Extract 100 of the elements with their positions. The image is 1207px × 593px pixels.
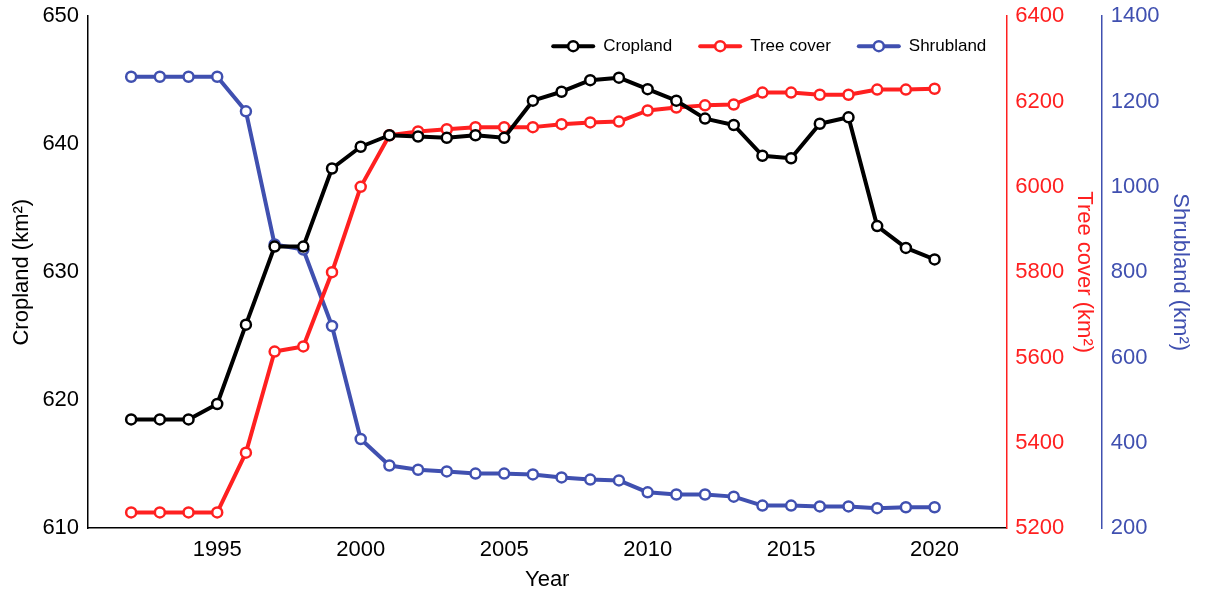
y2-tick-label: 5400: [1015, 428, 1065, 454]
point: [813, 117, 827, 130]
x-tick-label: 1995: [192, 536, 242, 562]
point: [268, 345, 281, 358]
point: [555, 117, 568, 131]
x-tick-label: 2010: [623, 536, 673, 562]
point: [469, 128, 482, 142]
y2-tick-label: 6400: [1015, 2, 1065, 28]
point: [584, 73, 597, 87]
point: [497, 120, 511, 134]
point: [813, 500, 827, 513]
point: [325, 265, 339, 279]
point: [784, 152, 798, 165]
point: [354, 140, 367, 154]
point: [928, 253, 941, 266]
y3-tick-label: 1400: [1110, 2, 1160, 28]
point: [928, 501, 941, 514]
x-axis-title: Year: [524, 565, 570, 591]
point: [411, 130, 425, 143]
y-axis-title: Cropland (km²): [8, 198, 34, 346]
point: [440, 465, 454, 478]
y-tick-label: 640: [42, 130, 80, 156]
y2-axis-title: Tree cover (km²): [1073, 191, 1099, 354]
point: [526, 120, 540, 134]
point: [584, 116, 597, 129]
point: [555, 471, 568, 484]
point: [899, 83, 913, 96]
y-tick-label: 620: [42, 386, 80, 412]
point: [182, 70, 195, 84]
x-tick-label: 2020: [910, 536, 960, 562]
point: [899, 501, 913, 514]
point: [670, 488, 683, 501]
point: [354, 432, 367, 446]
point: [698, 112, 712, 125]
y3-tick-label: 200: [1110, 514, 1148, 540]
point: [784, 499, 798, 512]
point: [641, 82, 654, 96]
point: [727, 98, 740, 111]
y3-tick-label: 400: [1110, 428, 1148, 454]
point: [325, 162, 339, 175]
point: [153, 70, 167, 84]
point: [698, 488, 712, 501]
point: [727, 490, 740, 503]
point: [153, 506, 167, 519]
point: [124, 70, 138, 84]
y2-tick-label: 6000: [1015, 172, 1065, 198]
point: [210, 397, 224, 411]
y-tick-label: 650: [42, 2, 80, 28]
point: [182, 506, 195, 519]
point: [182, 413, 195, 426]
point: [297, 340, 310, 353]
point: [641, 104, 654, 117]
point: [526, 468, 540, 481]
point: [124, 413, 138, 426]
point: [411, 463, 425, 476]
point: [612, 71, 626, 84]
point: [928, 82, 941, 95]
legend-label: Shrubland: [908, 35, 987, 55]
point: [612, 115, 626, 128]
point: [210, 506, 224, 519]
point: [153, 413, 167, 426]
point: [325, 319, 339, 333]
x-tick-label: 2015: [766, 536, 816, 562]
point: [239, 105, 253, 118]
point: [698, 99, 712, 112]
legend-label: Cropland: [603, 35, 673, 55]
point: [239, 446, 253, 459]
y2-tick-label: 5600: [1015, 343, 1065, 369]
y-tick-label: 630: [42, 258, 80, 284]
point: [469, 467, 482, 480]
point: [756, 86, 769, 99]
point: [612, 474, 626, 487]
y3-tick-label: 600: [1110, 343, 1148, 369]
point: [756, 499, 769, 512]
point: [354, 180, 367, 194]
y2-tick-label: 6200: [1015, 87, 1065, 113]
point: [124, 506, 138, 519]
point: [526, 94, 540, 107]
point: [440, 131, 454, 145]
point: [383, 459, 396, 472]
point: [210, 70, 224, 84]
point: [555, 85, 568, 98]
point: [813, 88, 827, 101]
point: [842, 500, 855, 513]
point: [756, 149, 769, 162]
y3-tick-label: 1200: [1110, 87, 1160, 113]
point: [670, 94, 683, 107]
y3-axis-title: Shrubland (km²): [1168, 193, 1194, 352]
point: [727, 118, 740, 132]
y-tick-label: 610: [42, 514, 80, 540]
point: [842, 88, 855, 101]
legend-label: Tree cover: [750, 35, 832, 55]
point: [870, 501, 884, 515]
point: [584, 473, 597, 486]
point: [870, 83, 884, 96]
x-tick-label: 2000: [336, 536, 386, 562]
point: [870, 219, 884, 233]
point: [784, 86, 798, 99]
point: [497, 467, 511, 480]
point: [842, 111, 855, 124]
